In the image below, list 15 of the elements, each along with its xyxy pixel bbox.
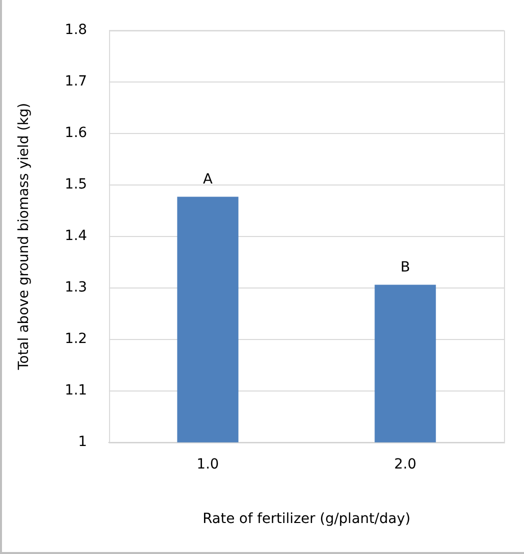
y-tick-label: 1	[78, 434, 88, 450]
y-tick-label: 1.7	[64, 74, 88, 90]
annotation: A	[203, 171, 214, 188]
y-tick-label: 1.5	[64, 176, 88, 193]
y-tick-label: 1.1	[64, 382, 88, 399]
x-tick-label: 2.0	[394, 456, 416, 472]
y-tick-label: 1.8	[64, 22, 88, 38]
y-tick-label: 1.2	[64, 331, 88, 348]
x-axis-title: Rate of fertilizer (g/plant/day)	[202, 511, 410, 528]
x-tick-label: 1.0	[196, 456, 219, 472]
y-tick-label: 1.3	[64, 280, 88, 296]
annotation: B	[400, 259, 410, 276]
y-tick-label: 1.4	[64, 228, 88, 244]
y-axis-title: Total above ground biomass yield (kg)	[16, 102, 32, 371]
y-tick-label: 1.6	[64, 125, 88, 142]
